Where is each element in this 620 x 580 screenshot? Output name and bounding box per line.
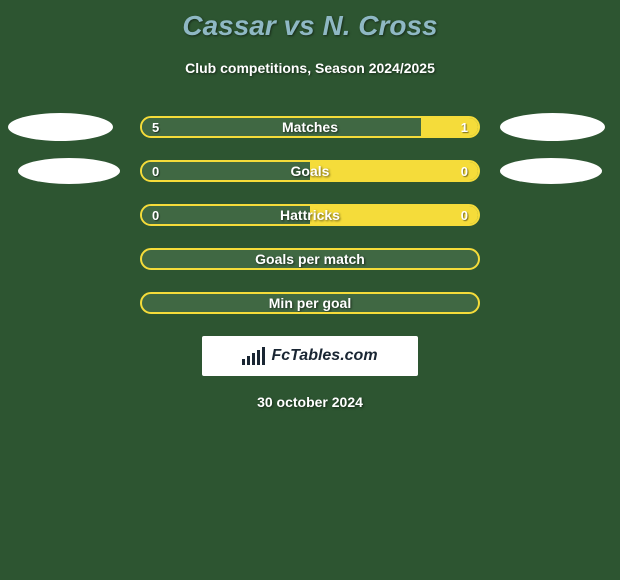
logo-bar [242, 359, 245, 365]
player-left-oval [18, 158, 120, 184]
page-title: Cassar vs N. Cross [0, 0, 620, 42]
stat-row-goals-per-match: Goals per match [0, 248, 620, 270]
stat-bar-right: 1 [421, 118, 478, 136]
source-logo: FcTables.com [202, 336, 418, 376]
logo-bars-icon [242, 347, 265, 365]
stat-left-value: 0 [152, 208, 159, 223]
comparison-content: 5 Matches 1 0 Goals 0 0 Hattricks [0, 116, 620, 410]
player-right-oval [500, 158, 602, 184]
logo-bar [247, 356, 250, 365]
stat-label: Goals [291, 163, 330, 179]
logo-inner: FcTables.com [242, 347, 377, 365]
stat-row-hattricks: 0 Hattricks 0 [0, 204, 620, 226]
stat-row-min-per-goal: Min per goal [0, 292, 620, 314]
stat-bar: 5 Matches 1 [140, 116, 480, 138]
logo-bar [257, 350, 260, 365]
stat-right-value: 1 [461, 120, 468, 135]
stat-label: Min per goal [269, 295, 351, 311]
stat-bar: 0 Goals 0 [140, 160, 480, 182]
stat-label: Goals per match [255, 251, 365, 267]
stat-left-value: 0 [152, 164, 159, 179]
logo-bar [262, 347, 265, 365]
stat-label: Hattricks [280, 207, 340, 223]
stat-right-value: 0 [461, 164, 468, 179]
stat-bar-right: 0 [310, 162, 478, 180]
stat-bar: 0 Hattricks 0 [140, 204, 480, 226]
stat-right-value: 0 [461, 208, 468, 223]
date-label: 30 october 2024 [0, 394, 620, 410]
stat-label: Matches [282, 119, 338, 135]
stat-bar: Goals per match [140, 248, 480, 270]
stat-bar: Min per goal [140, 292, 480, 314]
stat-left-value: 5 [152, 120, 159, 135]
logo-bar [252, 353, 255, 365]
subtitle: Club competitions, Season 2024/2025 [0, 60, 620, 76]
stat-row-goals: 0 Goals 0 [0, 160, 620, 182]
stat-row-matches: 5 Matches 1 [0, 116, 620, 138]
player-left-oval [8, 113, 113, 141]
logo-text: FcTables.com [271, 347, 377, 365]
stat-bar-left: 0 [142, 162, 310, 180]
player-right-oval [500, 113, 605, 141]
